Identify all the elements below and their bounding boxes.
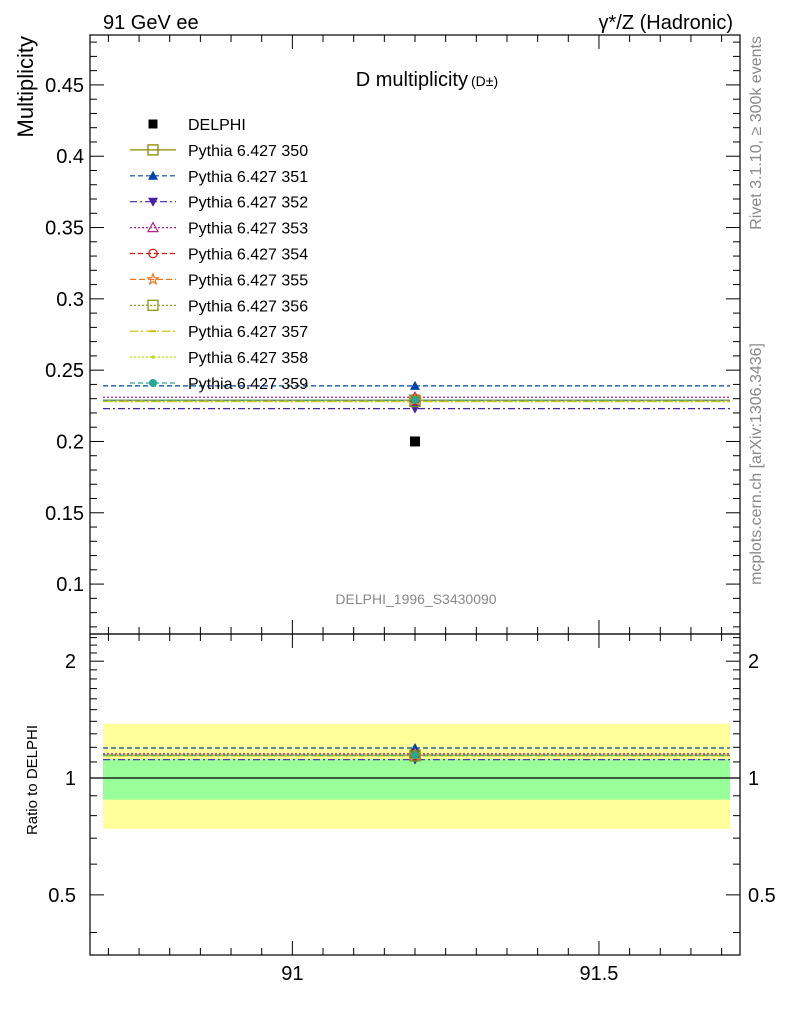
legend-entry-10: Pythia 6.427 359: [130, 376, 308, 393]
legend-marker-0: [148, 119, 158, 129]
header-right: γ*/Z (Hadronic): [599, 12, 733, 34]
legend-label-2: Pythia 6.427 351: [188, 169, 308, 186]
main-ticks: 0.1 0.15 0.2 0.25 0.3 0.35 0.4 0.45: [45, 35, 740, 634]
legend: DELPHI Pythia 6.427 350 Pythia 6.427 351 Py…: [130, 117, 308, 393]
ratio-markers: [408, 742, 422, 765]
analysis-label: DELPHI_1996_S3430090: [335, 591, 496, 607]
ratio-xtick-label-1: 91.5: [579, 963, 618, 985]
legend-marker-9: [151, 355, 155, 359]
ratio-ytick-label-left: 0.5: [48, 885, 76, 907]
ratio-band-inner: [103, 758, 730, 800]
header-left: 91 GeV ee: [103, 12, 199, 34]
main-ytick-label: 0.1: [56, 574, 84, 596]
legend-entry-3: Pythia 6.427 352: [130, 195, 308, 212]
ratio-bands: [90, 723, 740, 829]
ratio-ticks: 0.5 0.5 1 1 2 2 91 91.5: [48, 634, 776, 985]
ratio-ytick-label-right: 2: [748, 651, 759, 673]
rivet-label: Rivet 3.1.10, ≥ 300k events: [748, 36, 765, 230]
legend-entry-8: Pythia 6.427 357: [130, 324, 308, 341]
legend-marker-5: [148, 248, 158, 259]
legend-entry-1: Pythia 6.427 350: [130, 143, 308, 160]
chart-title-sub: (D±): [471, 73, 498, 89]
legend-entry-5: Pythia 6.427 354: [130, 247, 308, 264]
main-ytick-label: 0.25: [45, 360, 84, 382]
ratio-ylabel: Ratio to DELPHI: [24, 725, 41, 835]
legend-label-0: DELPHI: [188, 117, 246, 134]
legend-entry-7: Pythia 6.427 356: [130, 298, 308, 315]
chart-title: D multiplicity: [356, 69, 468, 91]
legend-entry-6: Pythia 6.427 355: [130, 272, 308, 289]
legend-entry-0: DELPHI: [148, 117, 246, 134]
ratio-ytick-label-right: 1: [748, 768, 759, 790]
main-ytick-label: 0.2: [56, 431, 84, 453]
main-ylabel: Multiplicity: [13, 36, 38, 137]
ratio-ytick-label-right: 0.5: [748, 885, 776, 907]
legend-marker-6: [146, 272, 160, 286]
legend-entry-9: Pythia 6.427 358: [130, 350, 308, 367]
main-ytick-label: 0.35: [45, 218, 84, 240]
ratio-series-marker-9: [411, 751, 419, 760]
legend-label-7: Pythia 6.427 356: [188, 298, 308, 315]
legend-label-8: Pythia 6.427 357: [188, 324, 308, 341]
data-point-delphi: [410, 436, 420, 447]
main-ytick-label: 0.4: [56, 146, 84, 168]
legend-label-5: Pythia 6.427 354: [188, 247, 308, 264]
legend-label-10: Pythia 6.427 359: [188, 376, 308, 393]
legend-marker-2: [148, 170, 158, 180]
ratio-series-marker-1: [410, 742, 420, 752]
legend-label-4: Pythia 6.427 353: [188, 221, 308, 238]
main-ytick-label: 0.3: [56, 289, 84, 311]
ratio-ytick-label-left: 2: [65, 651, 76, 673]
legend-label-6: Pythia 6.427 355: [188, 272, 308, 289]
main-markers: [408, 380, 422, 447]
legend-label-9: Pythia 6.427 358: [188, 350, 308, 367]
main-ytick-label: 0.45: [45, 75, 84, 97]
main-series-marker-1: [410, 380, 420, 390]
legend-label-3: Pythia 6.427 352: [188, 195, 308, 212]
legend-entry-2: Pythia 6.427 351: [130, 169, 308, 186]
main-ytick-label: 0.15: [45, 503, 84, 525]
ratio-xtick-label-0: 91: [281, 963, 303, 985]
ratio-ytick-label-left: 1: [65, 768, 76, 790]
legend-marker-3: [148, 197, 158, 207]
legend-marker-4: [146, 221, 160, 233]
mcplots-label: mcplots.cern.ch [arXiv:1306.3436]: [748, 343, 765, 585]
legend-marker-7: [147, 299, 159, 311]
main-series-marker-9: [411, 396, 419, 405]
legend-label-1: Pythia 6.427 350: [188, 143, 308, 160]
ratio-series-marker-6: [409, 750, 421, 762]
ratio-panel: 0.5 0.5 1 1 2 2 91 91.5: [48, 633, 776, 985]
legend-marker-1: [147, 144, 159, 156]
legend-marker-10: [149, 379, 157, 387]
legend-entry-4: Pythia 6.427 353: [130, 221, 308, 238]
main-panel: 0.1 0.15 0.2 0.25 0.3 0.35 0.4 0.45 D multiplic…: [45, 34, 741, 635]
